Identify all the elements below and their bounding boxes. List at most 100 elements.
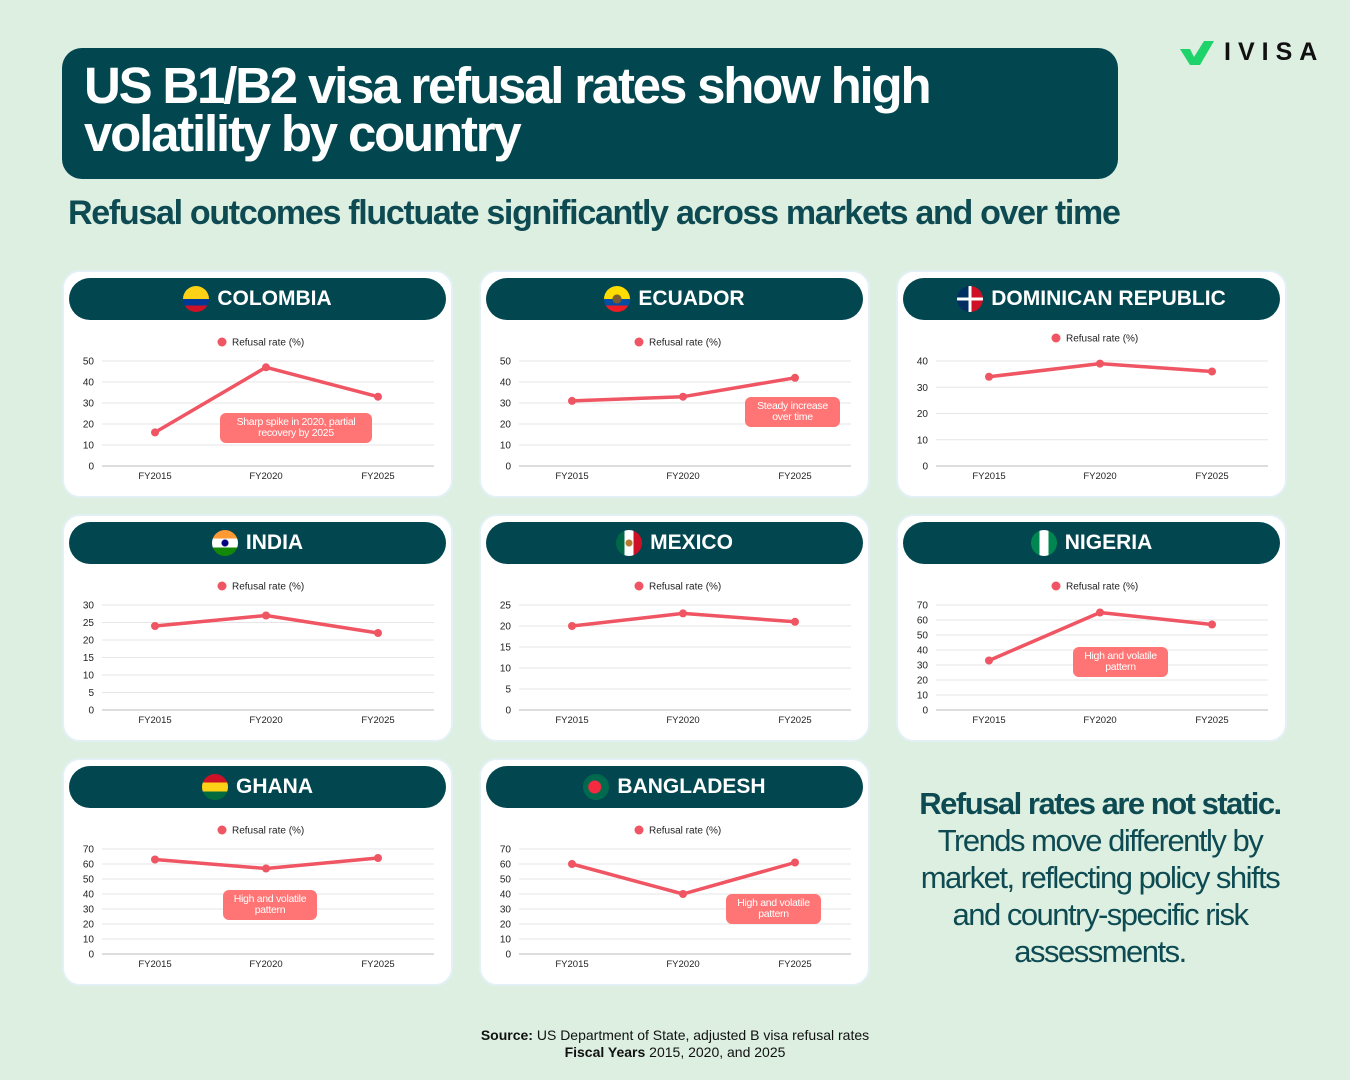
- y-tick-label: 25: [83, 618, 95, 629]
- y-tick-label: 20: [83, 920, 95, 931]
- chart-annotation: High and volatile pattern: [1073, 647, 1168, 677]
- legend-marker: [634, 581, 644, 591]
- legend-label: Refusal rate (%): [649, 582, 721, 593]
- legend-marker: [634, 825, 644, 835]
- x-tick-label: FY2020: [666, 715, 699, 726]
- chart-card-ecuador: ECUADOR Refusal rate (%) 0 10 20 30 40 50 FY2015…: [479, 270, 870, 498]
- india-flag-icon: [211, 530, 238, 556]
- chart-title-pill: INDIA: [69, 522, 446, 564]
- legend-marker: [217, 581, 227, 591]
- x-tick-label: FY2015: [138, 959, 171, 970]
- chart-title: INDIA: [245, 531, 304, 554]
- y-tick-label: 10: [917, 691, 929, 702]
- data-point: [679, 890, 687, 898]
- y-tick-label: 40: [83, 378, 95, 389]
- y-tick-label: 40: [917, 357, 929, 368]
- chart-title-pill: NIGERIA: [903, 522, 1280, 564]
- y-tick-label: 40: [500, 378, 512, 389]
- x-tick-label: FY2025: [778, 959, 811, 970]
- x-tick-label: FY2015: [555, 715, 588, 726]
- chart-card-mexico: MEXICO Refusal rate (%) 0 5 10 15 20 25 FY2015 FY…: [479, 514, 870, 742]
- x-tick-label: FY2015: [972, 471, 1005, 482]
- legend-label: Refusal rate (%): [1066, 582, 1138, 593]
- y-tick-label: 70: [83, 845, 95, 856]
- y-tick-label: 40: [917, 646, 929, 657]
- chart-title: GHANA: [236, 775, 313, 798]
- chart-title-pill: DOMINICAN REPUBLIC: [903, 278, 1280, 320]
- ivisa-logo: IVISA: [1180, 38, 1324, 67]
- data-point: [374, 854, 382, 862]
- y-tick-label: 20: [83, 420, 95, 431]
- data-point: [791, 617, 799, 626]
- y-tick-label: 0: [505, 706, 511, 717]
- footer: Source: US Department of State, adjusted…: [0, 1027, 1350, 1061]
- y-tick-label: 60: [83, 860, 95, 871]
- x-tick-label: FY2020: [1083, 471, 1116, 482]
- chart-title: COLOMBIA: [217, 287, 332, 310]
- y-tick-label: 10: [83, 441, 95, 452]
- y-tick-label: 30: [83, 399, 95, 410]
- y-tick-label: 10: [83, 671, 95, 682]
- x-tick-label: FY2020: [249, 715, 282, 726]
- x-tick-label: FY2015: [138, 471, 171, 482]
- y-tick-label: 30: [917, 383, 929, 394]
- y-tick-label: 20: [500, 622, 512, 633]
- line-chart: Refusal rate (%) 0 10 20 30 40 50 FY2015 FY2020 F…: [500, 337, 851, 482]
- x-tick-label: FY2015: [555, 959, 588, 970]
- line-chart: Refusal rate (%) 0 5 10 15 20 25 FY2015 FY2020 FY…: [500, 581, 851, 726]
- y-tick-label: 50: [500, 357, 512, 368]
- checkmark-logo-icon: [1180, 40, 1214, 65]
- y-tick-label: 5: [505, 685, 511, 696]
- series-line: [571, 860, 796, 896]
- data-point: [374, 629, 382, 637]
- chart-card-nigeria: NIGERIA Refusal rate (%) 0 10 20 30 40 50 60 70 FY…: [896, 514, 1287, 742]
- colombia-flag-icon: [183, 286, 210, 312]
- x-tick-label: FY2015: [138, 715, 171, 726]
- mexico-flag-icon: [616, 530, 643, 556]
- x-tick-label: FY2020: [249, 471, 282, 482]
- y-tick-label: 20: [917, 409, 929, 420]
- legend-marker: [217, 825, 227, 835]
- page-title: US B1/B2 visa refusal rates show high vo…: [84, 57, 932, 162]
- x-tick-label: FY2020: [249, 959, 282, 970]
- chart-title: NIGERIA: [1064, 531, 1153, 554]
- data-point: [1208, 367, 1216, 376]
- legend-label: Refusal rate (%): [649, 338, 721, 349]
- y-tick-label: 15: [500, 643, 512, 654]
- data-point: [262, 864, 270, 873]
- x-tick-label: FY2020: [666, 959, 699, 970]
- legend-marker: [634, 337, 644, 347]
- y-tick-label: 40: [83, 890, 95, 901]
- chart-title-pill: BANGLADESH: [486, 766, 863, 808]
- y-tick-label: 30: [83, 601, 95, 612]
- y-tick-label: 0: [922, 706, 928, 717]
- y-tick-label: 30: [83, 905, 95, 916]
- chart-annotation: Sharp spike in 2020, partial recovery by…: [220, 413, 372, 443]
- y-tick-label: 60: [917, 616, 929, 627]
- data-point: [679, 609, 687, 618]
- y-tick-label: 0: [922, 462, 928, 473]
- x-tick-label: FY2020: [666, 471, 699, 482]
- x-tick-label: FY2025: [778, 471, 811, 482]
- data-point: [568, 622, 576, 630]
- y-tick-label: 10: [500, 664, 512, 675]
- line-chart: Refusal rate (%) 0 10 20 30 40 50 60 70 FY2015 FY2…: [917, 581, 1268, 726]
- y-tick-label: 0: [88, 950, 94, 961]
- source-label: Source:: [480, 1027, 533, 1043]
- y-tick-label: 30: [917, 661, 929, 672]
- legend-label: Refusal rate (%): [649, 826, 721, 837]
- chart-annotation: Steady increase over time: [745, 397, 840, 427]
- chart-title: ECUADOR: [638, 287, 745, 310]
- nigeria-flag-icon: [1030, 530, 1057, 556]
- y-tick-label: 60: [500, 860, 512, 871]
- data-point: [568, 396, 576, 405]
- data-point: [1096, 608, 1104, 617]
- chart-annotation: High and volatile pattern: [223, 890, 317, 920]
- x-tick-label: FY2015: [555, 471, 588, 482]
- chart-title-pill: MEXICO: [486, 522, 863, 564]
- chart-card-dominican: DOMINICAN REPUBLIC Refusal rate (%) 0 10 20 3…: [896, 270, 1287, 498]
- y-tick-label: 10: [500, 441, 512, 452]
- y-tick-label: 5: [88, 688, 94, 699]
- legend-label: Refusal rate (%): [232, 582, 304, 593]
- legend-label: Refusal rate (%): [1066, 334, 1138, 345]
